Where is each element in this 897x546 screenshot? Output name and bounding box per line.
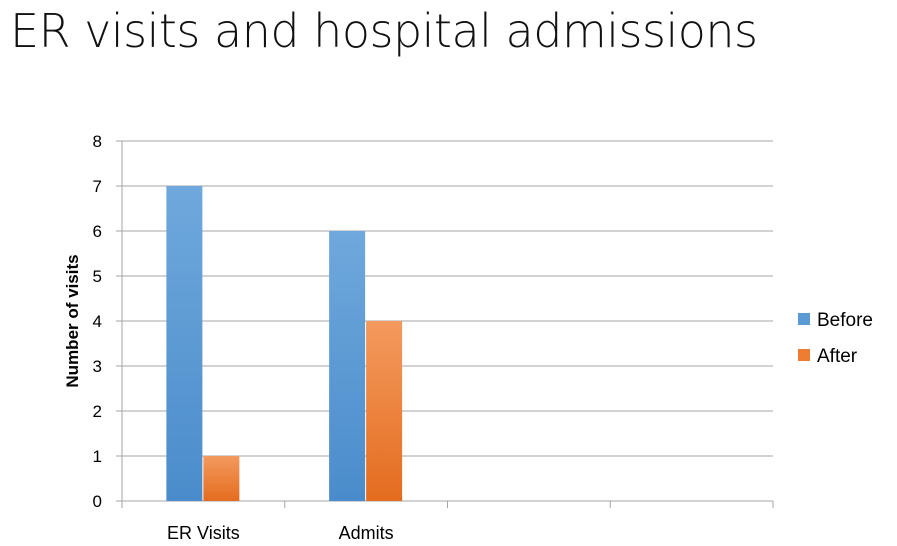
gridlines (122, 140, 773, 457)
y-tick-label: 0 (93, 492, 102, 511)
y-axis-title: Number of visits (63, 254, 82, 387)
y-tick-label: 7 (93, 177, 102, 196)
y-tick-label: 6 (93, 222, 102, 241)
bar-after-0 (203, 456, 240, 501)
bar-before-0 (166, 186, 203, 501)
y-tick-label: 4 (93, 312, 102, 331)
bar-before-1 (329, 231, 366, 501)
bar-after-1 (366, 321, 403, 501)
y-tick-label: 5 (93, 267, 102, 286)
bars (166, 186, 403, 501)
legend-swatch-before (798, 313, 810, 325)
legend-label-after: After (817, 346, 858, 367)
x-category-label: ER Visits (167, 523, 240, 543)
y-tick-label: 8 (93, 132, 102, 151)
y-tick-label: 3 (93, 357, 102, 376)
slide-title: ER visits and hospital admissions (10, 4, 758, 58)
y-tick-label: 2 (93, 402, 102, 421)
legend-swatch-after (798, 349, 810, 361)
y-tick-label: 1 (93, 447, 102, 466)
x-category-label: Admits (339, 523, 394, 543)
labels: 0 1 2 3 4 5 6 7 8 ER Visits Admits Number of visits (63, 132, 394, 543)
legend-label-before: Before (817, 310, 873, 331)
axes (116, 140, 774, 508)
legend: Before After (798, 310, 873, 367)
